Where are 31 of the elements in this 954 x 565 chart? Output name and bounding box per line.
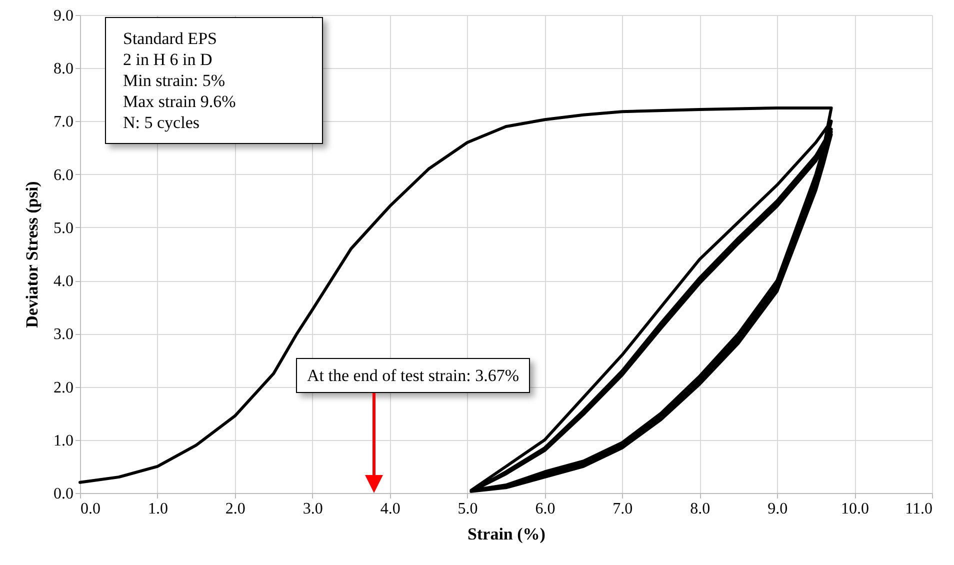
annotation: Max strain 9.6% bbox=[123, 91, 236, 112]
annotation: N: 5 cycles bbox=[123, 112, 200, 133]
x-tick-label: 6.0 bbox=[535, 500, 556, 518]
line-series bbox=[78, 106, 833, 493]
x-tick-label: 5.0 bbox=[458, 500, 478, 518]
x-tick-label: 10.0 bbox=[841, 500, 870, 518]
y-tick-label: 6.0 bbox=[54, 166, 74, 184]
y-tick-label: 2.0 bbox=[54, 379, 74, 396]
y-tick-label: 4.0 bbox=[54, 273, 74, 290]
x-tick-label: 9.0 bbox=[768, 500, 788, 518]
annotation: 2 in H 6 in D bbox=[123, 49, 214, 70]
y-tick-label: 5.0 bbox=[54, 220, 74, 237]
y-tick-label: 7.0 bbox=[54, 114, 74, 131]
x-tick-label: 4.0 bbox=[380, 500, 400, 518]
x-tick-label: 7.0 bbox=[612, 500, 633, 518]
x-tick-label: 11.0 bbox=[905, 500, 932, 518]
y-tick-label: 8.0 bbox=[54, 60, 74, 78]
annotation: Standard EPS bbox=[123, 28, 218, 49]
x-tick-label: 1.0 bbox=[148, 500, 168, 518]
y-axis-title: Deviator Stress (psi) bbox=[22, 181, 42, 328]
x-tick-label: 2.0 bbox=[225, 500, 246, 518]
y-tick-label: 3.0 bbox=[54, 326, 74, 344]
x-tick-label: 0.0 bbox=[80, 500, 100, 518]
x-tick-label: 3.0 bbox=[302, 500, 323, 518]
x-tick-label: 8.0 bbox=[690, 500, 710, 518]
note-box: At the end of test strain: 3.67% bbox=[296, 358, 530, 393]
annotation: Min strain: 5% bbox=[123, 70, 226, 91]
y-tick-label: 0.0 bbox=[54, 486, 74, 502]
y-tick-label: 1.0 bbox=[54, 432, 74, 450]
y-tick-label: 9.0 bbox=[54, 8, 74, 24]
x-axis-title: Strain (%) bbox=[468, 524, 546, 544]
